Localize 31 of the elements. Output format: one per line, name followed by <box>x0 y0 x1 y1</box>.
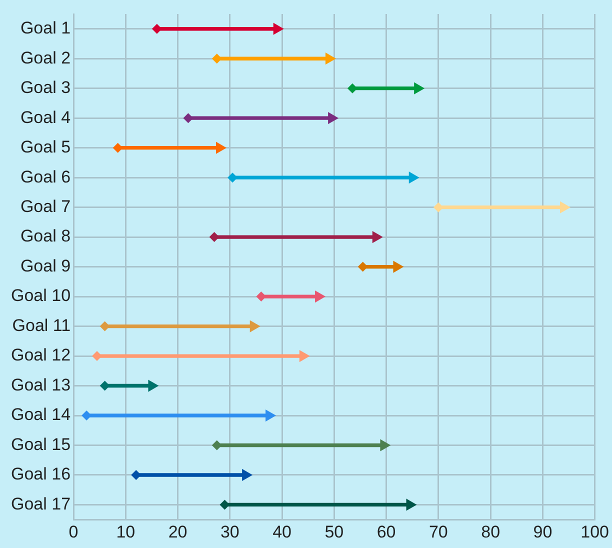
y-tick-label: Goal 7 <box>20 197 71 216</box>
y-tick-label: Goal 14 <box>10 405 71 424</box>
y-tick-label: Goal 16 <box>10 464 71 484</box>
point <box>393 260 404 273</box>
y-tick-label: Goal 15 <box>10 434 71 454</box>
y-tick-label: Goal 13 <box>10 375 71 394</box>
y-tick-label: Goal 3 <box>20 78 71 98</box>
point <box>414 82 425 94</box>
x-tick-label: 70 <box>428 522 448 542</box>
y-tick-label: Goal 5 <box>20 138 71 157</box>
y-tick-label: Goal 11 <box>12 316 71 335</box>
x-tick-label: 40 <box>272 522 292 542</box>
x-tick-label: 30 <box>220 522 240 542</box>
x-tick-label: 50 <box>324 522 344 542</box>
x-tick-label: 20 <box>168 522 188 542</box>
y-tick-label: Goal 2 <box>20 48 71 68</box>
y-tick-label: Goal 8 <box>20 226 71 246</box>
y-tick-label: Goal 17 <box>10 494 71 514</box>
y-tick-label: Goal 12 <box>10 346 71 365</box>
y-tick-label: Goal 9 <box>20 256 71 276</box>
x-tick-label: 10 <box>116 522 136 542</box>
x-tick-label: 100 <box>580 522 610 542</box>
x-tick-label: 60 <box>376 522 396 542</box>
y-tick-label: Goal 1 <box>20 18 71 38</box>
x-tick-label: 0 <box>68 522 78 542</box>
y-tick-label: Goal 4 <box>20 108 71 127</box>
x-tick-label: 80 <box>481 522 500 542</box>
y-tick-label: Goal 6 <box>20 167 71 186</box>
y-tick-label: Goal 10 <box>10 286 71 306</box>
x-tick-label: 90 <box>533 522 552 542</box>
point <box>560 201 571 214</box>
